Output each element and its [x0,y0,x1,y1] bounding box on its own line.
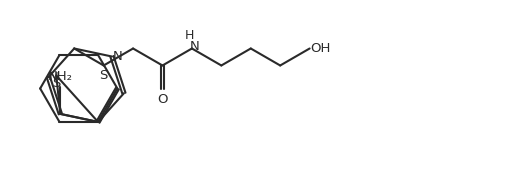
Text: S: S [99,69,108,82]
Text: N: N [189,40,199,53]
Text: NH₂: NH₂ [47,70,73,83]
Text: O: O [157,93,168,106]
Text: N: N [49,71,59,84]
Text: S: S [52,78,61,90]
Text: H: H [184,29,194,42]
Text: OH: OH [309,42,330,55]
Text: N: N [113,50,122,63]
